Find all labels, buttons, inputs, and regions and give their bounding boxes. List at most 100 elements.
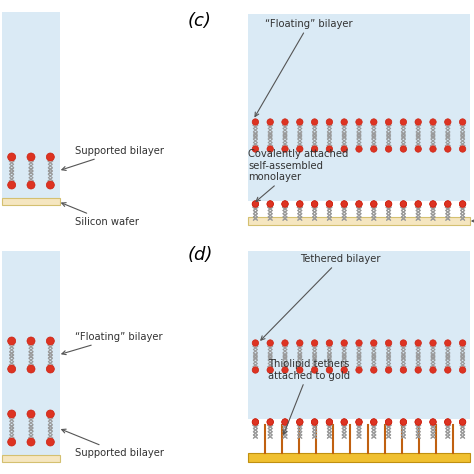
Circle shape [282,340,288,346]
Circle shape [341,419,347,425]
Circle shape [400,419,407,425]
Circle shape [415,119,421,125]
Text: Supported bilayer: Supported bilayer [62,146,164,171]
Circle shape [400,119,407,125]
Circle shape [356,419,362,425]
Circle shape [46,365,55,373]
Circle shape [341,340,347,346]
Circle shape [430,340,436,346]
Circle shape [267,201,273,207]
Circle shape [400,340,407,346]
Circle shape [326,146,333,152]
Circle shape [297,119,303,125]
Circle shape [445,119,451,125]
Circle shape [326,201,333,207]
Circle shape [400,146,407,152]
Circle shape [326,340,333,346]
Circle shape [252,146,259,152]
Circle shape [27,365,35,373]
Circle shape [400,201,407,207]
Circle shape [415,146,421,152]
Circle shape [8,181,16,189]
Circle shape [371,119,377,125]
Bar [2,455,60,462]
Circle shape [267,146,273,152]
Circle shape [326,201,333,207]
Circle shape [311,146,318,152]
Text: Tethered bilayer: Tethered bilayer [261,254,381,340]
Circle shape [297,340,303,346]
Circle shape [371,201,377,207]
Text: “Floating” bilayer: “Floating” bilayer [62,332,163,355]
Circle shape [297,419,303,425]
Circle shape [267,340,273,346]
Circle shape [430,201,436,207]
Circle shape [430,201,436,207]
Text: Covalently attached
self-assembled
monolayer: Covalently attached self-assembled monol… [248,149,348,201]
Circle shape [297,201,303,207]
Circle shape [311,201,318,207]
Circle shape [415,340,421,346]
Circle shape [385,419,392,425]
Circle shape [267,419,273,425]
Circle shape [27,337,35,345]
Bar [2,12,60,199]
Circle shape [8,438,16,446]
Circle shape [297,419,303,425]
Circle shape [326,119,333,125]
Bar [248,251,470,419]
Circle shape [252,201,259,207]
Circle shape [356,419,362,425]
Circle shape [252,367,259,373]
Circle shape [415,201,421,207]
Circle shape [46,153,55,161]
Circle shape [430,146,436,152]
Text: “Floating” bilayer: “Floating” bilayer [255,19,353,117]
Circle shape [252,419,259,425]
Text: (c): (c) [188,12,212,30]
Circle shape [282,367,288,373]
Bar [248,453,470,462]
Circle shape [252,419,259,425]
Circle shape [459,367,466,373]
Circle shape [267,419,273,425]
Circle shape [356,146,362,152]
Circle shape [341,201,347,207]
Circle shape [430,367,436,373]
Circle shape [267,201,273,207]
Circle shape [8,410,16,418]
Bar [2,251,60,455]
Circle shape [385,119,392,125]
Circle shape [326,367,333,373]
Circle shape [341,201,347,207]
Circle shape [459,201,466,207]
Circle shape [400,367,407,373]
Circle shape [459,146,466,152]
Circle shape [267,367,273,373]
Circle shape [385,419,392,425]
Circle shape [371,419,377,425]
Circle shape [400,419,407,425]
Bar [2,198,60,205]
Circle shape [252,119,259,125]
Circle shape [311,119,318,125]
Circle shape [371,201,377,207]
Circle shape [311,340,318,346]
Circle shape [46,410,55,418]
Circle shape [297,367,303,373]
Circle shape [371,146,377,152]
Circle shape [371,367,377,373]
Circle shape [356,201,362,207]
Circle shape [356,340,362,346]
Circle shape [27,153,35,161]
Circle shape [371,340,377,346]
Circle shape [356,119,362,125]
Circle shape [8,365,16,373]
Circle shape [356,367,362,373]
Circle shape [445,146,451,152]
Circle shape [445,201,451,207]
Circle shape [371,419,377,425]
Circle shape [400,201,407,207]
Circle shape [282,419,288,425]
Circle shape [27,438,35,446]
